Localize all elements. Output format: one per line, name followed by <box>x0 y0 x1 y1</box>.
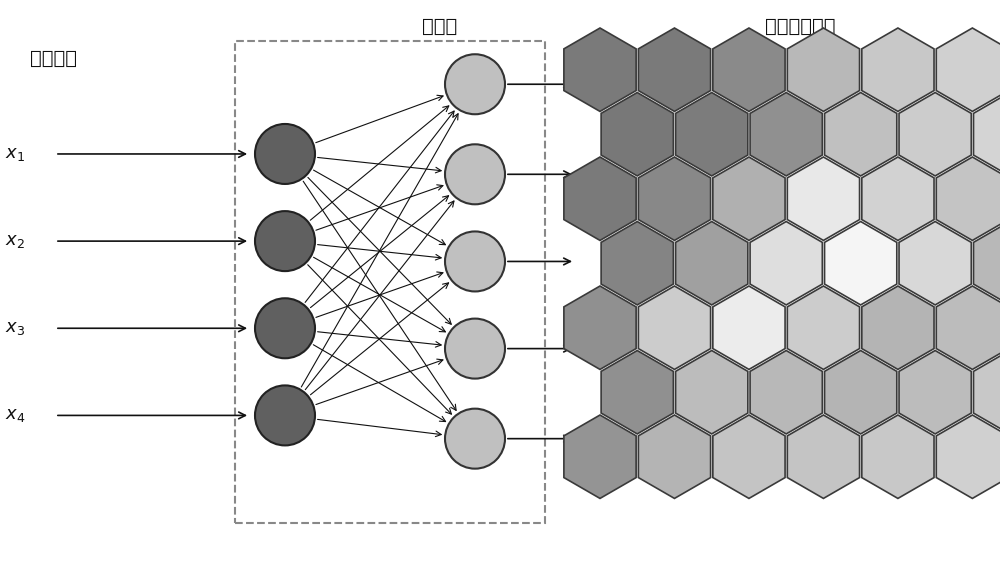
Polygon shape <box>564 157 636 241</box>
Polygon shape <box>899 350 971 434</box>
Text: 神经元: 神经元 <box>422 17 458 35</box>
Polygon shape <box>638 415 711 498</box>
Polygon shape <box>936 415 1000 498</box>
Polygon shape <box>974 92 1000 176</box>
Polygon shape <box>862 157 934 241</box>
Text: $x_3$: $x_3$ <box>5 320 25 337</box>
Polygon shape <box>676 221 748 305</box>
Text: 白组织映射图: 白组织映射图 <box>765 17 835 35</box>
Circle shape <box>255 211 315 271</box>
Polygon shape <box>750 92 822 176</box>
Text: $x_4$: $x_4$ <box>5 407 25 424</box>
Polygon shape <box>713 415 785 498</box>
Polygon shape <box>787 415 860 498</box>
Polygon shape <box>787 157 860 241</box>
Polygon shape <box>936 28 1000 112</box>
Polygon shape <box>564 415 636 498</box>
Polygon shape <box>601 350 673 434</box>
Circle shape <box>445 54 505 114</box>
Circle shape <box>445 408 505 469</box>
Polygon shape <box>676 92 748 176</box>
Text: $x_1$: $x_1$ <box>5 145 25 163</box>
Polygon shape <box>713 157 785 241</box>
Polygon shape <box>564 286 636 370</box>
Polygon shape <box>750 350 822 434</box>
Circle shape <box>255 298 315 358</box>
Circle shape <box>445 144 505 205</box>
Text: 输入向量: 输入向量 <box>30 49 77 67</box>
Polygon shape <box>899 92 971 176</box>
Polygon shape <box>974 350 1000 434</box>
Polygon shape <box>862 415 934 498</box>
Polygon shape <box>825 350 897 434</box>
Polygon shape <box>638 28 711 112</box>
Text: $x_2$: $x_2$ <box>5 232 25 250</box>
Polygon shape <box>638 157 711 241</box>
Circle shape <box>255 385 315 446</box>
Polygon shape <box>601 221 673 305</box>
Polygon shape <box>787 28 860 112</box>
Polygon shape <box>825 92 897 176</box>
Polygon shape <box>601 92 673 176</box>
Polygon shape <box>825 221 897 305</box>
Polygon shape <box>936 286 1000 370</box>
Polygon shape <box>787 286 860 370</box>
Circle shape <box>445 318 505 379</box>
Polygon shape <box>676 350 748 434</box>
Polygon shape <box>564 28 636 112</box>
Polygon shape <box>936 157 1000 241</box>
Circle shape <box>445 231 505 292</box>
Polygon shape <box>638 286 711 370</box>
Polygon shape <box>713 286 785 370</box>
Polygon shape <box>713 28 785 112</box>
Polygon shape <box>899 221 971 305</box>
Polygon shape <box>750 221 822 305</box>
Polygon shape <box>974 221 1000 305</box>
Polygon shape <box>862 286 934 370</box>
Circle shape <box>255 124 315 184</box>
Polygon shape <box>862 28 934 112</box>
